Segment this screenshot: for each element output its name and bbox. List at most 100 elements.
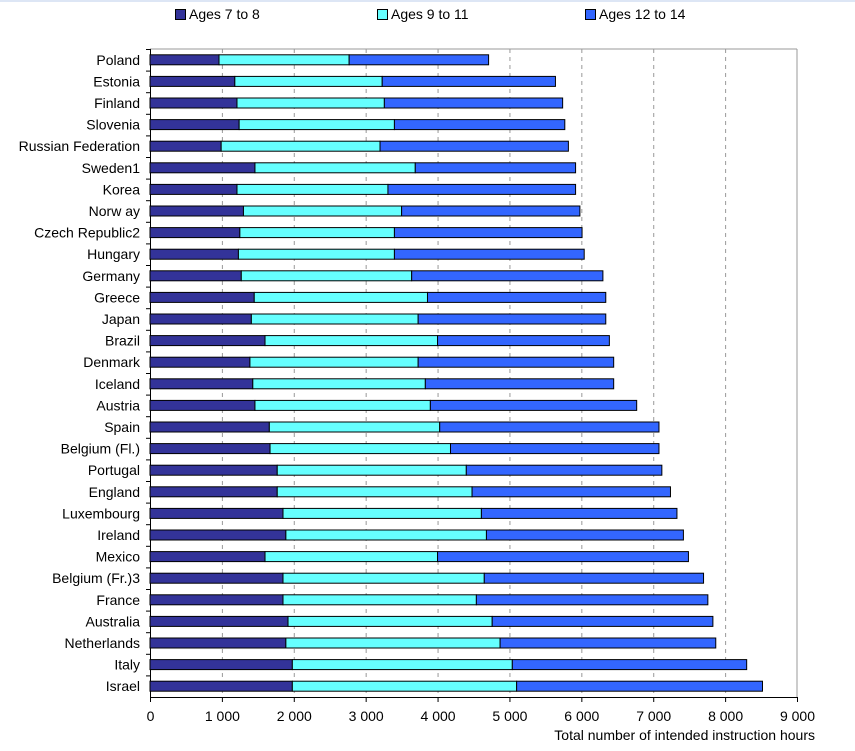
y-tick-label: Italy [114, 657, 140, 673]
y-tick-label: Spain [104, 419, 140, 435]
bar-segment [149, 572, 284, 584]
bar-segment [149, 119, 240, 131]
bar-segment [238, 119, 395, 131]
y-tick-label: Finland [94, 95, 140, 111]
x-tick-label: 2 000 [277, 708, 312, 724]
y-tick-label: Israel [106, 678, 140, 694]
y-tick-label: Luxembourg [62, 505, 140, 521]
bar-segment [149, 594, 284, 606]
y-tick-label: Ireland [97, 527, 140, 543]
bar-segment [253, 291, 428, 303]
y-tick-label: Greece [94, 289, 140, 305]
x-tick-label: 4 000 [421, 708, 456, 724]
y-tick-label: Portugal [88, 462, 140, 478]
top-border [0, 0, 855, 2]
legend-label: Ages 9 to 11 [391, 6, 469, 22]
bar-segment [282, 594, 477, 606]
bar-segment [149, 97, 238, 109]
bar-segment [149, 464, 278, 476]
bar-segment [149, 637, 287, 649]
bar-segment [282, 572, 485, 584]
y-tick-label: Australia [86, 613, 141, 629]
bar-segment [149, 378, 254, 390]
bar-segment [149, 54, 220, 66]
bar-segment [383, 97, 564, 109]
bar-segment [437, 551, 689, 563]
bar-segment [426, 291, 607, 303]
bar-segment [287, 615, 493, 627]
x-tick-label: 3 000 [349, 708, 384, 724]
x-tick-label: 1 000 [205, 708, 240, 724]
bar-segment [149, 248, 239, 260]
x-tick-label: 9 000 [780, 708, 815, 724]
bar-segment [268, 421, 441, 433]
bar-segment [491, 615, 714, 627]
bar-segment [149, 615, 289, 627]
bar-segment [437, 335, 610, 347]
bar-segment [393, 227, 583, 239]
bar-segment [269, 443, 451, 455]
y-tick-label: Belgium (Fr.)3 [52, 570, 140, 586]
bar-segment [149, 680, 293, 692]
y-tick-label: Netherlands [65, 635, 141, 651]
bar-segment [149, 443, 271, 455]
bar-segment [417, 356, 615, 368]
bar-segment [401, 205, 581, 217]
bar-segment [471, 486, 671, 498]
y-tick-label: Czech Republic2 [34, 225, 140, 241]
bar-segment [348, 54, 490, 66]
y-tick-label: Norw ay [89, 203, 140, 219]
legend-label: Ages 7 to 8 [189, 6, 260, 22]
bar-segment [252, 378, 426, 390]
x-tick-label: 6 000 [564, 708, 599, 724]
x-tick-label: 8 000 [708, 708, 743, 724]
bar-segment [239, 227, 395, 239]
legend-item-ages-9-11: Ages 9 to 11 [377, 6, 469, 22]
bar-segment [516, 680, 763, 692]
bar-segment [249, 356, 419, 368]
x-tick-label: 0 [147, 708, 155, 724]
bar-segment [485, 529, 684, 541]
bar-segment [291, 680, 518, 692]
legend-item-ages-12-14: Ages 12 to 14 [585, 6, 685, 22]
bar-segment [276, 486, 473, 498]
legend-swatch [175, 8, 186, 20]
y-tick-label: Mexico [96, 549, 141, 565]
bar-segment [254, 162, 416, 174]
bar-segment [475, 594, 709, 606]
bar-segment [149, 75, 236, 87]
bar-segment [499, 637, 717, 649]
y-tick-label: Austria [96, 397, 140, 413]
bar-segment [218, 54, 350, 66]
bar-segment [393, 248, 585, 260]
bar-segment [149, 270, 242, 282]
bar-segment [149, 162, 256, 174]
bar-segment [240, 270, 413, 282]
bar-segment [149, 486, 278, 498]
bar-segment [285, 637, 501, 649]
bar-segment [237, 248, 395, 260]
bar-segment [285, 529, 487, 541]
bar-segment [449, 443, 660, 455]
bar-segment [149, 551, 266, 563]
bar-segment [149, 421, 270, 433]
y-tick-label: Iceland [95, 376, 140, 392]
bar-segment [465, 464, 663, 476]
y-tick-label: England [89, 484, 140, 500]
bar-segment [411, 270, 604, 282]
bar-segment [149, 399, 256, 411]
bar-segment [149, 183, 238, 195]
bar-segment [149, 313, 252, 325]
bar-segment [511, 659, 748, 671]
x-tick-label: 5 000 [492, 708, 527, 724]
y-tick-label: Estonia [93, 73, 140, 89]
bar-segment [149, 356, 251, 368]
legend-swatch [377, 8, 388, 20]
y-tick-label: Japan [102, 311, 140, 327]
bar-segment [387, 183, 577, 195]
bar-segment [264, 335, 439, 347]
y-tick-label: Hungary [87, 246, 140, 262]
bar-segment [276, 464, 467, 476]
y-tick-label: Slovenia [86, 117, 140, 133]
